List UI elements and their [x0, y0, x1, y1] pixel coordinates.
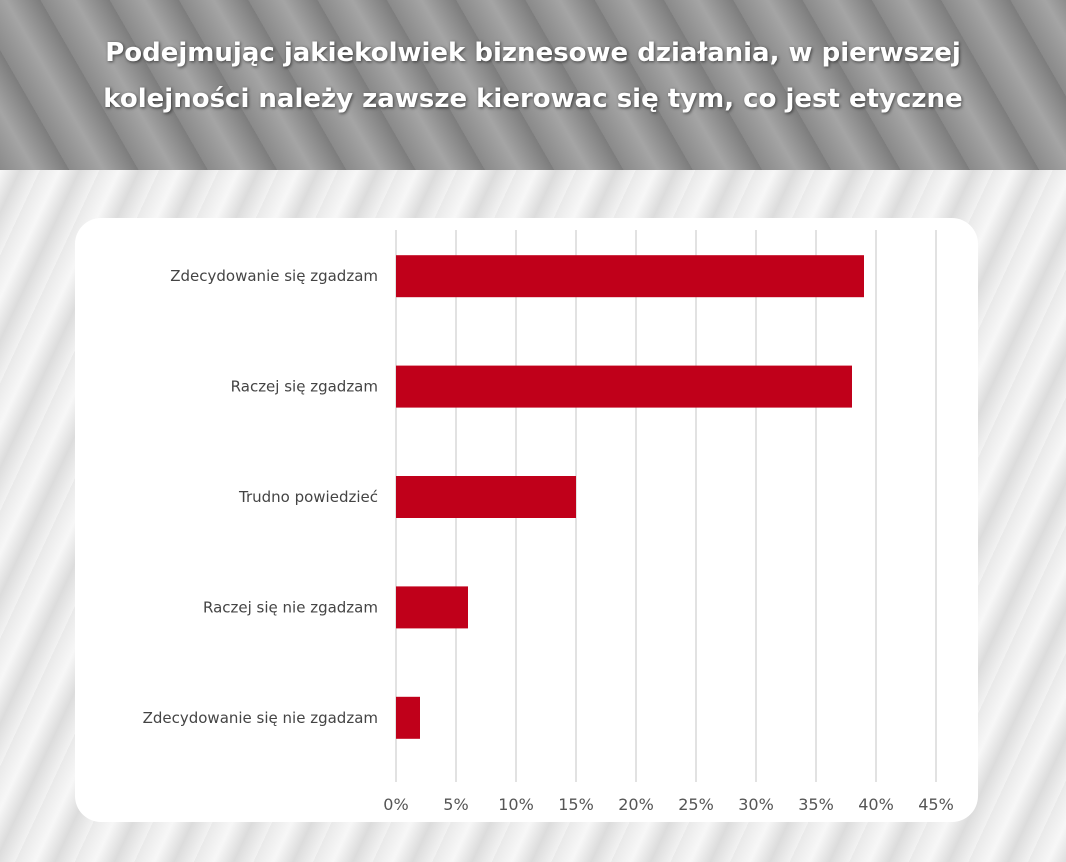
chart-card — [75, 218, 978, 822]
bar — [396, 255, 864, 298]
page-title: Podejmując jakiekolwiek biznesowe działa… — [0, 30, 1066, 122]
x-tick-label: 35% — [798, 795, 834, 814]
category-label: Raczej się nie zgadzam — [203, 598, 378, 616]
x-tick-label: 45% — [918, 795, 954, 814]
x-tick-label: 5% — [443, 795, 468, 814]
x-tick-label: 10% — [498, 795, 534, 814]
x-tick-label: 20% — [618, 795, 654, 814]
bar — [396, 476, 576, 518]
x-tick-label: 30% — [738, 795, 774, 814]
x-tick-label: 40% — [858, 795, 894, 814]
x-tick-label: 25% — [678, 795, 714, 814]
x-tick-label: 0% — [383, 795, 408, 814]
bar — [396, 696, 420, 739]
x-tick-label: 15% — [558, 795, 594, 814]
category-label: Trudno powiedzieć — [238, 488, 378, 506]
title-line-2: kolejności należy zawsze kierowac się ty… — [103, 84, 963, 114]
category-label: Raczej się zgadzam — [231, 378, 378, 396]
bar — [396, 365, 852, 408]
bar — [396, 586, 468, 629]
category-label: Zdecydowanie się nie zgadzam — [143, 709, 378, 727]
category-label: Zdecydowanie się zgadzam — [170, 267, 378, 285]
header-banner — [0, 0, 1066, 170]
title-line-1: Podejmując jakiekolwiek biznesowe działa… — [105, 38, 961, 68]
